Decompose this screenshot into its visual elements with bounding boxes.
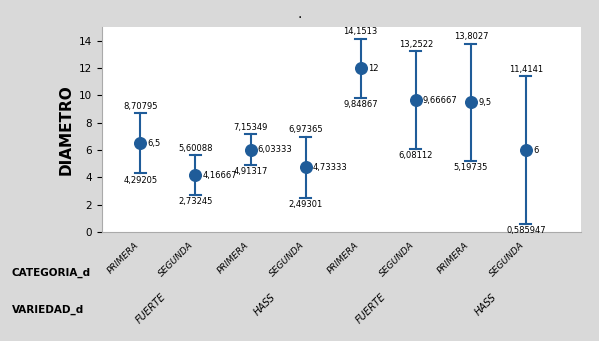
Text: 4,73333: 4,73333 [313,163,347,172]
Point [301,165,310,170]
Text: 6: 6 [533,146,539,154]
Text: PRIMERA: PRIMERA [436,240,471,275]
Text: 14,1513: 14,1513 [344,27,378,36]
Text: 4,29205: 4,29205 [123,176,158,185]
Point [466,100,476,105]
Text: 2,49301: 2,49301 [289,200,323,209]
Text: 13,2522: 13,2522 [399,40,433,49]
Point [521,147,531,153]
Point [190,172,200,178]
Text: 7,15349: 7,15349 [234,123,268,132]
Text: 4,91317: 4,91317 [234,167,268,176]
Text: HASS: HASS [253,292,278,317]
Point [135,140,145,146]
Text: 5,19735: 5,19735 [453,163,488,173]
Text: 6,08112: 6,08112 [398,151,433,160]
Text: SEGUNDA: SEGUNDA [378,240,416,279]
Point [411,97,420,103]
Text: 2,73245: 2,73245 [179,197,213,206]
Y-axis label: DIAMETRO: DIAMETRO [58,84,73,175]
Text: 13,8027: 13,8027 [453,32,488,41]
Text: 8,70795: 8,70795 [123,102,158,110]
Text: PRIMERA: PRIMERA [216,240,250,275]
Text: 4,16667: 4,16667 [202,170,237,180]
Text: CATEGORIA_d: CATEGORIA_d [12,268,91,278]
Point [356,65,365,71]
Text: FUERTE: FUERTE [355,292,388,325]
Text: SEGUNDA: SEGUNDA [268,240,305,279]
Text: SEGUNDA: SEGUNDA [158,240,195,279]
Text: FUERTE: FUERTE [134,292,168,325]
Text: 9,84867: 9,84867 [343,100,378,109]
Text: 0,585947: 0,585947 [506,226,546,235]
Text: 5,60088: 5,60088 [179,144,213,153]
Text: HASS: HASS [473,292,498,317]
Text: 6,97365: 6,97365 [288,125,323,134]
Text: PRIMERA: PRIMERA [105,240,140,275]
Text: 9,66667: 9,66667 [423,95,458,105]
Point [246,147,255,152]
Text: 6,5: 6,5 [147,139,161,148]
Text: 11,4141: 11,4141 [509,65,543,74]
Text: SEGUNDA: SEGUNDA [488,240,526,279]
Text: 12: 12 [368,64,379,73]
Text: 6,03333: 6,03333 [258,145,292,154]
Text: 9,5: 9,5 [478,98,491,107]
Text: .: . [297,7,302,21]
Text: VARIEDAD_d: VARIEDAD_d [12,305,84,315]
Text: PRIMERA: PRIMERA [326,240,361,275]
